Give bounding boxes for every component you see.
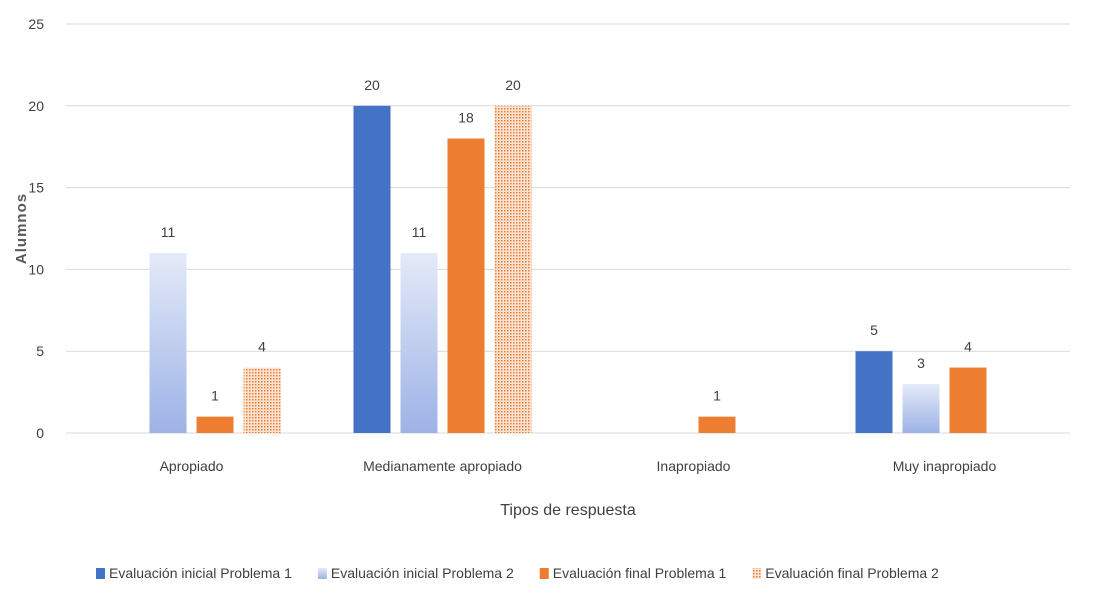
legend-swatch [96, 568, 105, 579]
data-label: 3 [917, 355, 925, 371]
legend-swatch [752, 568, 762, 579]
legend-swatch [317, 568, 327, 579]
bars [149, 105, 987, 434]
legend-item-evaluacion-inicial-problema-2: Evaluación inicial Problema 2 [317, 565, 514, 581]
bar-evaluacion-final-problema-2-medianamente-apropiado [494, 105, 532, 434]
bar-evaluacion-final-problema-1-apropiado [196, 416, 234, 433]
y-tick-label: 15 [28, 180, 44, 196]
legend-label: Evaluación inicial Problema 1 [109, 565, 292, 581]
data-label: 1 [713, 388, 721, 404]
legend-swatch [539, 568, 549, 579]
y-tick-label: 25 [28, 16, 44, 32]
legend-label: Evaluación final Problema 1 [553, 565, 727, 581]
legend-item-evaluacion-inicial-problema-1: Evaluación inicial Problema 1 [96, 565, 292, 581]
legend-item-evaluacion-final-problema-1: Evaluación final Problema 1 [539, 565, 727, 581]
bar-evaluacion-final-problema-2-apropiado [243, 367, 281, 433]
y-tick-label: 5 [36, 343, 44, 359]
data-label: 20 [505, 77, 521, 93]
bar-evaluacion-inicial-problema-1-muy-inapropiado [855, 351, 893, 433]
data-label: 20 [364, 77, 380, 93]
legend-label: Evaluación inicial Problema 2 [331, 565, 514, 581]
bar-evaluacion-final-problema-1-inapropiado [698, 416, 736, 433]
data-label: 1 [211, 388, 219, 404]
bar-evaluacion-final-problema-1-muy-inapropiado [949, 367, 987, 433]
legend: Evaluación inicial Problema 1 Evaluación … [96, 565, 939, 581]
data-label: 11 [412, 224, 427, 240]
y-tick-label: 10 [28, 261, 44, 277]
y-tick-label: 20 [28, 98, 44, 114]
bar-evaluacion-inicial-problema-2-medianamente-apropiado [400, 253, 438, 433]
data-label: 11 [161, 224, 176, 240]
x-tick-label-muy-inapropiado: Muy inapropiado [893, 458, 997, 474]
legend-label: Evaluación final Problema 2 [765, 565, 939, 581]
x-tick-label-apropiado: Apropiado [160, 458, 224, 474]
y-tick-label: 0 [36, 425, 44, 441]
bar-evaluacion-inicial-problema-2-muy-inapropiado [902, 383, 940, 433]
x-axis-title: Tipos de respuesta [500, 502, 636, 519]
data-label: 18 [458, 110, 474, 126]
bar-evaluacion-final-problema-1-medianamente-apropiado [447, 138, 485, 433]
bar-evaluacion-inicial-problema-1-medianamente-apropiado [353, 105, 391, 434]
x-tick-label-medianamente-apropiado: Medianamente apropiado [363, 458, 522, 474]
x-tick-label-inapropiado: Inapropiado [657, 458, 731, 474]
legend-item-evaluacion-final-problema-2: Evaluación final Problema 2 [752, 565, 939, 581]
data-label: 5 [870, 322, 878, 338]
gridlines [66, 23, 1070, 434]
bar-evaluacion-inicial-problema-2-apropiado [149, 253, 187, 433]
data-label: 4 [258, 339, 266, 355]
data-label: 4 [964, 339, 972, 355]
y-axis-title: Alumnos [13, 193, 30, 264]
